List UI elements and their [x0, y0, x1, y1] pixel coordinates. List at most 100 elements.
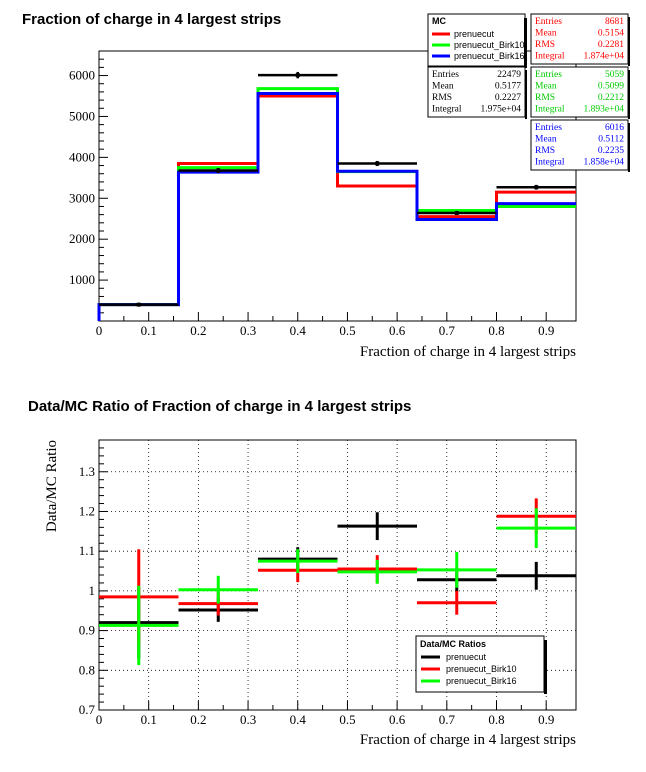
legend-title: MC [432, 16, 446, 26]
y-tick-label: 6000 [69, 68, 95, 83]
hist-x-ticks: 0 0.1 0.2 0.3 0.4 0.5 0.6 0.7 0.8 0.9 [96, 312, 554, 338]
y-tick-label: 1000 [69, 272, 95, 287]
x-tick-label: 0 [96, 712, 103, 727]
legend-label: prenuecut_Birk10 [454, 40, 525, 50]
data-point [454, 211, 459, 215]
x-tick-label: 0.7 [439, 323, 456, 338]
stats-key: Mean [432, 82, 454, 92]
stats-value: 0.2235 [598, 146, 624, 156]
stats-key: Integral [535, 158, 565, 168]
data-point [136, 302, 141, 307]
stats-box-shadow [628, 17, 630, 66]
stats-value: 0.2281 [598, 40, 624, 50]
x-tick-label: 0.7 [439, 712, 456, 727]
stats-box-shadow [525, 70, 527, 119]
ratio-legend: Data/MC Ratios prenuecut prenuecut_Birk10p… [415, 635, 547, 694]
y-tick-label: 1.2 [79, 503, 95, 518]
stats-value: 1.874e+04 [584, 52, 625, 62]
legend-title: Data/MC Ratios [420, 639, 486, 649]
x-tick-label: 0.6 [389, 712, 406, 727]
stats-key: Mean [535, 135, 557, 145]
x-tick-label: 0.4 [290, 323, 307, 338]
stats-key: Entries [535, 123, 562, 133]
ratio-x-ticks: 0 0.1 0.2 0.3 0.4 0.5 0.6 0.7 0.8 0.9 [96, 701, 554, 727]
stats-key: Entries [535, 17, 562, 27]
stats-key: RMS [535, 40, 555, 50]
y-tick-label: 3000 [69, 190, 95, 205]
x-tick-label: 0.2 [190, 712, 206, 727]
x-tick-label: 0.4 [290, 712, 307, 727]
stats-value: 0.5099 [598, 82, 624, 92]
x-tick-label: 0.2 [190, 323, 206, 338]
stats-box [530, 119, 629, 171]
data-point [534, 185, 539, 190]
hist-title: Fraction of charge in 4 largest strips [22, 11, 281, 28]
stats-value: 6016 [605, 123, 624, 133]
x-tick-label: 0.3 [240, 323, 256, 338]
stats-key: Entries [535, 70, 562, 80]
hist-legend: MC prenuecutprenuecut_Birk10prenuecut_Bir… [427, 13, 527, 68]
stats-box [530, 13, 629, 65]
y-tick-label: 1 [89, 583, 96, 598]
x-tick-label: 0.5 [339, 712, 355, 727]
legend-label: prenuecut [446, 652, 487, 662]
legend-label: prenuecut_Birk16 [446, 676, 517, 686]
stats-value: 0.2227 [495, 93, 521, 103]
stats-box-shadow [628, 70, 630, 119]
ratio-y-ticks: 0.7 0.8 0.9 1 1.1 1.2 1.3 [79, 447, 108, 717]
stats-key: RMS [535, 93, 555, 103]
stats-value: 0.5112 [598, 135, 624, 145]
hist-data-points [99, 71, 576, 307]
stats-value: 22479 [497, 70, 521, 80]
x-tick-label: 0.3 [240, 712, 256, 727]
x-tick-label: 0.8 [488, 323, 504, 338]
y-tick-label: 1.1 [79, 543, 95, 558]
ratio-series [99, 498, 576, 666]
x-tick-label: 0.1 [141, 712, 157, 727]
legend-label: prenuecut_Birk16 [454, 51, 525, 61]
legend-box [415, 635, 545, 693]
stats-value: 1.975e+04 [481, 105, 522, 115]
legend-label: prenuecut_Birk10 [446, 664, 517, 674]
x-tick-label: 0.1 [141, 323, 157, 338]
ratio-title: Data/MC Ratio of Fraction of charge in 4… [28, 398, 411, 415]
data-point [295, 73, 300, 78]
legend-shadow [524, 18, 527, 68]
stats-key: Entries [432, 70, 459, 80]
stats-key: Integral [432, 105, 462, 115]
y-tick-label: 5000 [69, 108, 95, 123]
legend-shadow [544, 640, 547, 694]
x-tick-label: 0.8 [488, 712, 504, 727]
stats-key: Mean [535, 82, 557, 92]
ratio-x-label: Fraction of charge in 4 largest strips [360, 732, 576, 748]
stats-value: 1.893e+04 [584, 105, 625, 115]
y-tick-label: 4000 [69, 149, 95, 164]
y-tick-label: 0.8 [79, 662, 95, 677]
hist-stats-boxes: Entries 22479 Mean 0.5177 RMS 0.2227 Integral 1… [427, 13, 630, 172]
stats-value: 1.858e+04 [584, 158, 625, 168]
legend-label: prenuecut [454, 29, 495, 39]
data-point [216, 168, 221, 173]
stats-key: Integral [535, 52, 565, 62]
ratio-y-label: Data/MC Ratio [44, 440, 60, 532]
y-tick-label: 2000 [69, 231, 95, 246]
y-tick-label: 1.3 [79, 464, 95, 479]
y-tick-label: 0.9 [79, 623, 95, 638]
hist-series [97, 87, 576, 321]
stats-box [427, 66, 526, 118]
y-tick-label: 0.7 [79, 702, 96, 717]
x-tick-label: 0.9 [538, 323, 554, 338]
stats-key: Mean [535, 29, 557, 39]
stats-box-shadow [628, 123, 630, 172]
hist-y-ticks: 1000 2000 3000 4000 5000 6000 [69, 58, 108, 314]
hist-x-label: Fraction of charge in 4 largest strips [360, 344, 576, 360]
stats-value: 8681 [605, 17, 624, 27]
stats-value: 0.5177 [495, 82, 521, 92]
stats-value: 0.2212 [598, 93, 624, 103]
stats-key: RMS [535, 146, 555, 156]
x-tick-label: 0.6 [389, 323, 406, 338]
x-tick-label: 0.5 [339, 323, 355, 338]
stats-value: 5059 [605, 70, 624, 80]
x-tick-label: 0 [96, 323, 103, 338]
